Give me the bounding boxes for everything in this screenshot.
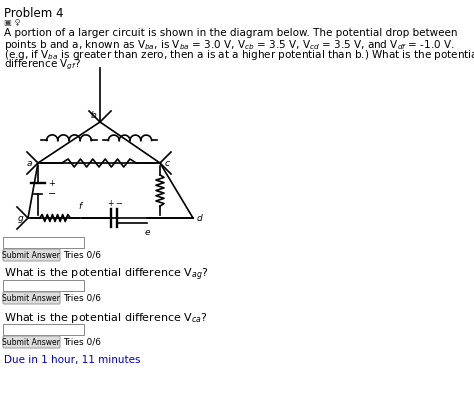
Text: c: c bbox=[165, 159, 170, 168]
Text: a: a bbox=[27, 159, 32, 168]
FancyBboxPatch shape bbox=[3, 249, 60, 261]
Text: A portion of a larger circuit is shown in the diagram below. The potential drop : A portion of a larger circuit is shown i… bbox=[4, 28, 457, 38]
Text: Due in 1 hour, 11 minutes: Due in 1 hour, 11 minutes bbox=[4, 355, 140, 365]
FancyBboxPatch shape bbox=[3, 237, 84, 247]
Text: What is the potential difference V$_{ag}$?: What is the potential difference V$_{ag}… bbox=[4, 267, 209, 283]
Text: −: − bbox=[48, 188, 56, 198]
Text: e: e bbox=[144, 228, 150, 237]
Text: points b and a, known as V$_{ba}$, is V$_{ba}$ = 3.0 V, V$_{cb}$ = 3.5 V, V$_{cd: points b and a, known as V$_{ba}$, is V$… bbox=[4, 38, 455, 52]
Text: +: + bbox=[107, 199, 114, 208]
Text: Tries 0/6: Tries 0/6 bbox=[63, 337, 101, 347]
FancyBboxPatch shape bbox=[3, 279, 84, 290]
Text: f: f bbox=[78, 202, 82, 211]
Text: Submit Answer: Submit Answer bbox=[2, 251, 60, 259]
FancyBboxPatch shape bbox=[3, 292, 60, 304]
Text: g: g bbox=[17, 213, 23, 222]
Text: Submit Answer: Submit Answer bbox=[2, 337, 60, 347]
Text: (e.g, if V$_{ba}$ is greater than zero, then a is at a higher potential than b.): (e.g, if V$_{ba}$ is greater than zero, … bbox=[4, 48, 474, 62]
Text: Submit Answer: Submit Answer bbox=[2, 293, 60, 303]
FancyBboxPatch shape bbox=[3, 324, 84, 334]
Text: ▣ ♀: ▣ ♀ bbox=[4, 18, 21, 27]
Text: Problem 4: Problem 4 bbox=[4, 7, 64, 20]
Text: d: d bbox=[197, 213, 203, 222]
Text: b: b bbox=[90, 111, 96, 120]
Text: What is the potential difference V$_{ca}$?: What is the potential difference V$_{ca}… bbox=[4, 311, 208, 325]
Text: Tries 0/6: Tries 0/6 bbox=[63, 293, 101, 303]
Text: +: + bbox=[48, 179, 55, 188]
Text: difference V$_{gf}$?: difference V$_{gf}$? bbox=[4, 58, 81, 72]
Text: −: − bbox=[115, 199, 122, 208]
Text: Tries 0/6: Tries 0/6 bbox=[63, 251, 101, 259]
FancyBboxPatch shape bbox=[3, 336, 60, 348]
